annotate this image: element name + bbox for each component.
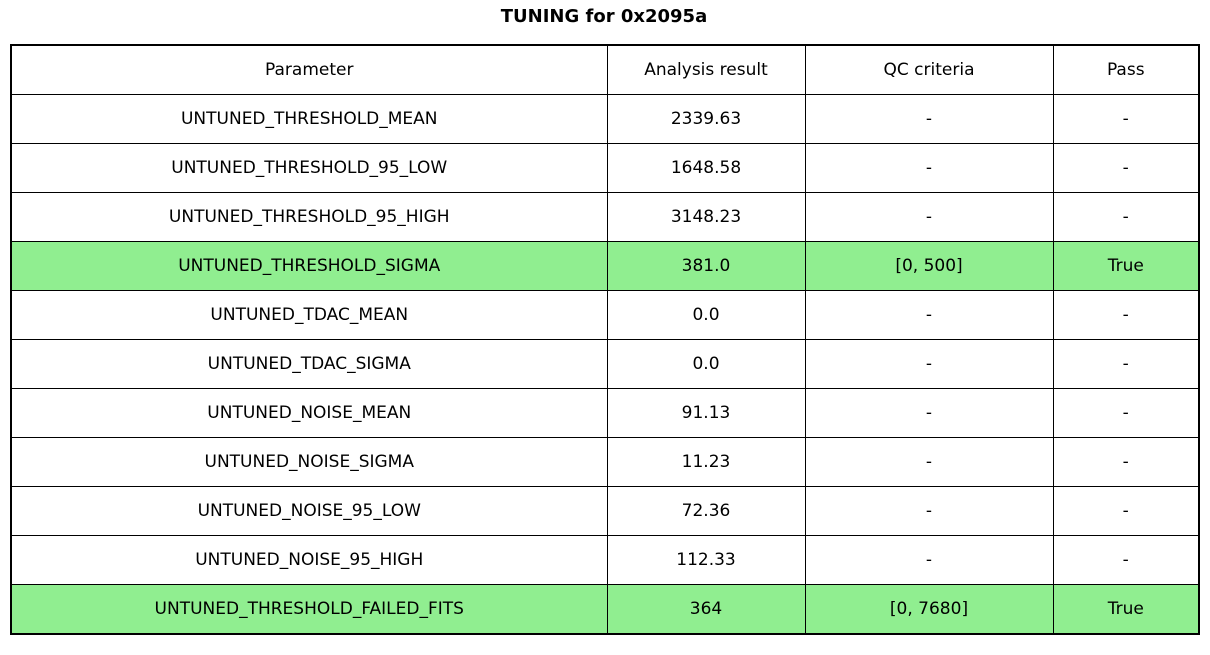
qc-criteria-cell: [0, 500] xyxy=(804,241,1054,291)
pass-cell: - xyxy=(1052,388,1200,438)
table-row: UNTUNED_NOISE_MEAN 91.13- - xyxy=(10,388,1200,438)
table-row: UNTUNED_THRESHOLD_SIGMA 381.0 [0, 500] True xyxy=(10,241,1200,291)
parameter-cell: UNTUNED_TDAC_SIGMA xyxy=(10,339,608,389)
table-row: UNTUNED_NOISE_95_HIGH 112.33- - xyxy=(10,535,1200,585)
analysis-result-cell: 112.33 xyxy=(606,535,806,585)
header-row: Parameter Analysis result QC criteria Pass xyxy=(10,44,1200,95)
analysis-result-cell: 11.23 xyxy=(606,437,806,487)
pass-cell: - xyxy=(1052,143,1200,193)
qc-criteria-cell: [0, 7680] xyxy=(804,584,1054,635)
qc-criteria-cell: - xyxy=(804,437,1054,487)
table-row: UNTUNED_TDAC_SIGMA 0.0- - xyxy=(10,339,1200,389)
qc-criteria-cell: - xyxy=(804,192,1054,242)
parameter-cell: UNTUNED_NOISE_95_LOW xyxy=(10,486,608,536)
table-row: UNTUNED_NOISE_SIGMA 11.23- - xyxy=(10,437,1200,487)
parameter-cell: UNTUNED_THRESHOLD_SIGMA xyxy=(10,241,608,291)
qc-criteria-cell: - xyxy=(804,388,1054,438)
table-row: UNTUNED_THRESHOLD_MEAN 2339.63- - xyxy=(10,94,1200,144)
analysis-result-cell: 0.0 xyxy=(606,290,806,340)
qc-criteria-cell: - xyxy=(804,143,1054,193)
table-row: UNTUNED_TDAC_MEAN 0.0- - xyxy=(10,290,1200,340)
analysis-result-cell: 364 xyxy=(606,584,806,635)
analysis-result-cell: 3148.23 xyxy=(606,192,806,242)
qc-criteria-cell: - xyxy=(804,339,1054,389)
pass-cell: - xyxy=(1052,437,1200,487)
table-row: UNTUNED_THRESHOLD_95_HIGH 3148.23- - xyxy=(10,192,1200,242)
analysis-result-cell: 2339.63 xyxy=(606,94,806,144)
pass-cell: - xyxy=(1052,486,1200,536)
parameter-cell: UNTUNED_THRESHOLD_FAILED_FITS xyxy=(10,584,608,635)
header-pass: Pass xyxy=(1052,44,1200,95)
analysis-result-cell: 381.0 xyxy=(606,241,806,291)
table-row: UNTUNED_THRESHOLD_FAILED_FITS 364 [0, 7680… xyxy=(10,584,1200,635)
header-parameter: Parameter xyxy=(10,44,608,95)
parameter-cell: UNTUNED_TDAC_MEAN xyxy=(10,290,608,340)
parameter-cell: UNTUNED_NOISE_MEAN xyxy=(10,388,608,438)
qc-criteria-cell: - xyxy=(804,486,1054,536)
header-qc-criteria: QC criteria xyxy=(804,44,1054,95)
analysis-result-cell: 1648.58 xyxy=(606,143,806,193)
pass-cell: - xyxy=(1052,535,1200,585)
table-body: UNTUNED_THRESHOLD_MEAN 2339.63- - UNTUNED_T… xyxy=(10,94,1200,635)
qc-criteria-cell: - xyxy=(804,535,1054,585)
qc-criteria-cell: - xyxy=(804,94,1054,144)
qc-criteria-cell: - xyxy=(804,290,1054,340)
table-row: UNTUNED_NOISE_95_LOW 72.36- - xyxy=(10,486,1200,536)
parameter-cell: UNTUNED_THRESHOLD_MEAN xyxy=(10,94,608,144)
analysis-result-cell: 0.0 xyxy=(606,339,806,389)
analysis-result-cell: 91.13 xyxy=(606,388,806,438)
parameter-cell: UNTUNED_THRESHOLD_95_LOW xyxy=(10,143,608,193)
pass-cell: - xyxy=(1052,192,1200,242)
parameter-cell: UNTUNED_NOISE_95_HIGH xyxy=(10,535,608,585)
pass-cell: - xyxy=(1052,94,1200,144)
parameter-cell: UNTUNED_NOISE_SIGMA xyxy=(10,437,608,487)
pass-cell: True xyxy=(1052,584,1200,635)
header-analysis-result: Analysis result xyxy=(606,44,806,95)
analysis-result-cell: 72.36 xyxy=(606,486,806,536)
table-row: UNTUNED_THRESHOLD_95_LOW 1648.58- - xyxy=(10,143,1200,193)
pass-cell: True xyxy=(1052,241,1200,291)
pass-cell: - xyxy=(1052,290,1200,340)
figure-title: TUNING for 0x2095a xyxy=(500,6,708,27)
parameter-cell: UNTUNED_THRESHOLD_95_HIGH xyxy=(10,192,608,242)
pass-cell: - xyxy=(1052,339,1200,389)
tuning-qc-table: Parameter Analysis result QC criteria Pass … xyxy=(10,44,1200,635)
